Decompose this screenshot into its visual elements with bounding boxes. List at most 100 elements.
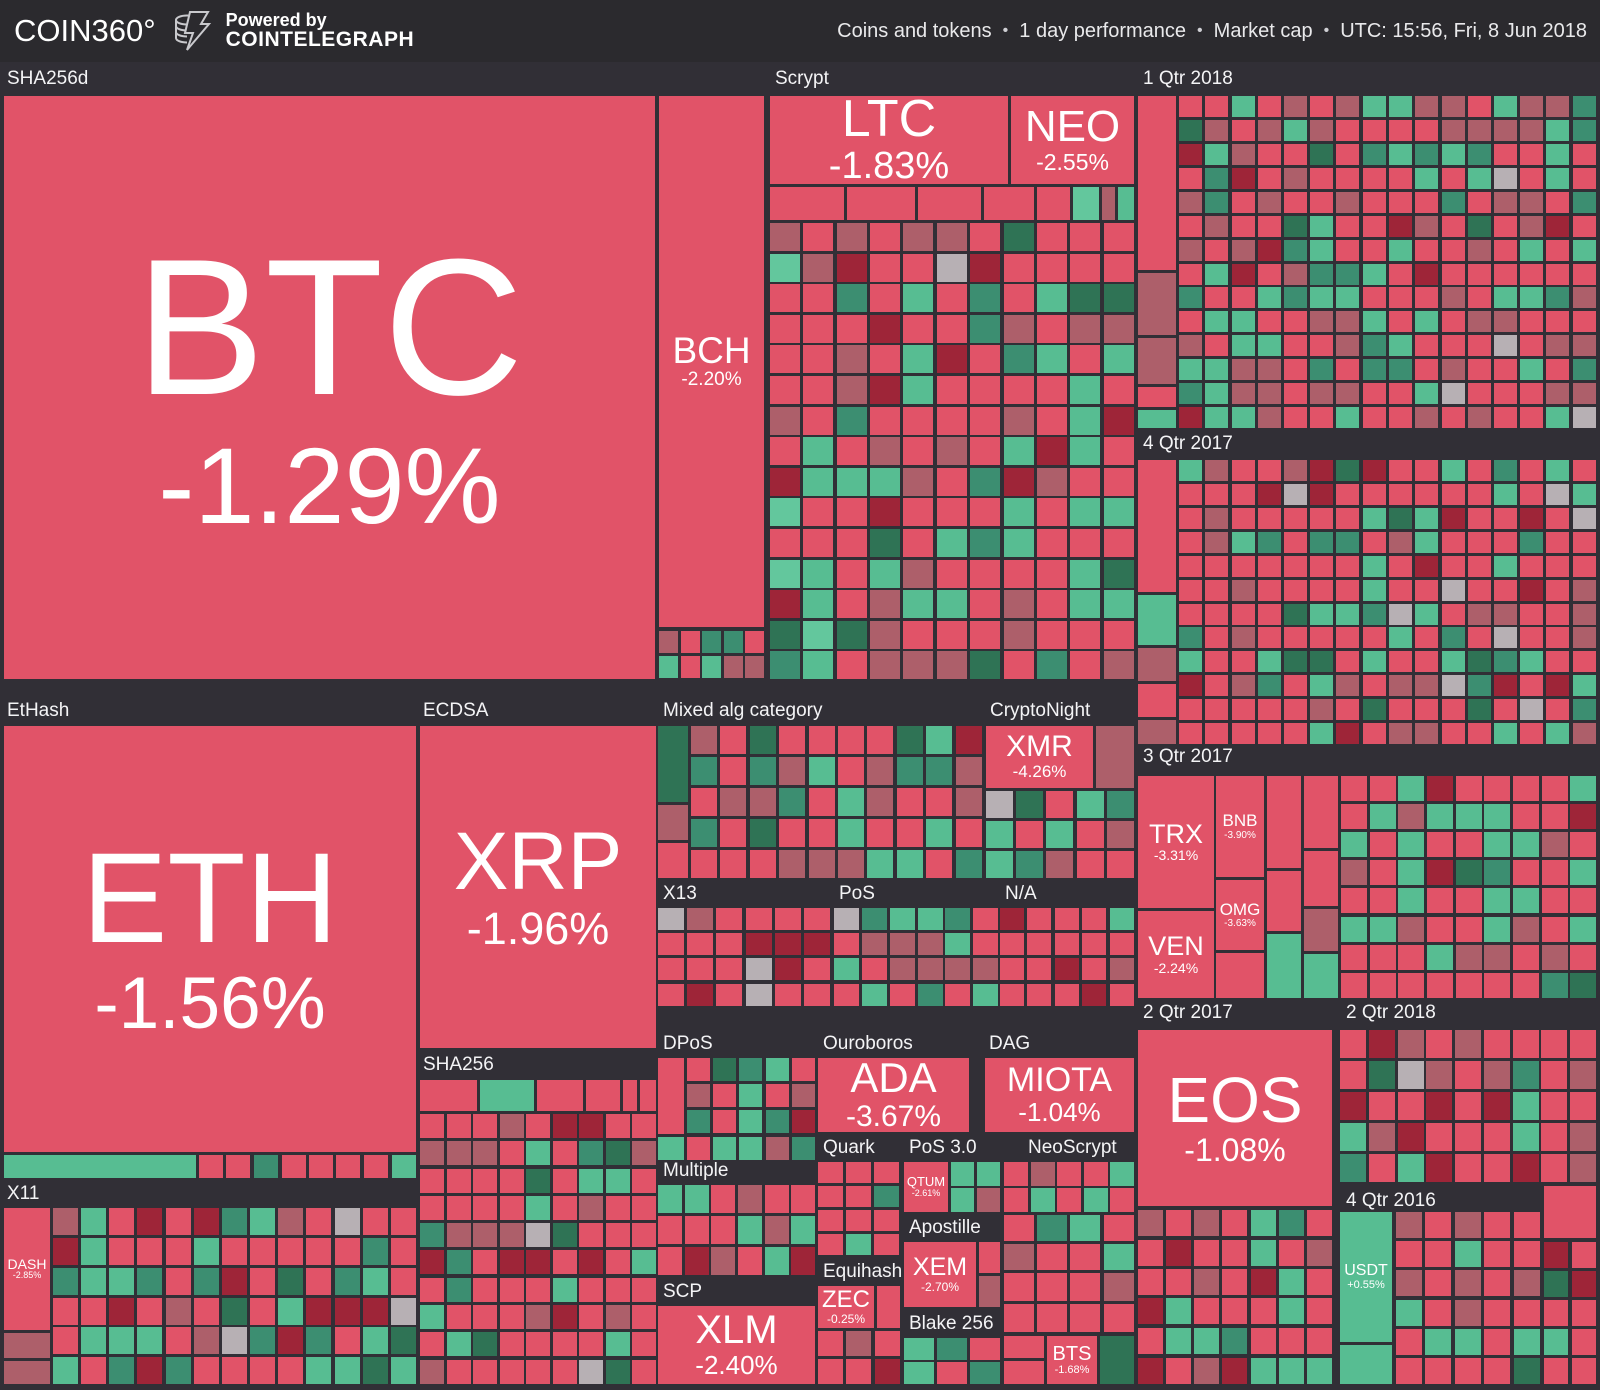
treemap-cell[interactable] <box>1442 383 1465 404</box>
treemap-cell[interactable] <box>1363 287 1386 308</box>
treemap-cell[interactable] <box>1232 460 1255 481</box>
treemap-cell[interactable] <box>1468 96 1491 117</box>
treemap-cell[interactable] <box>970 437 1000 465</box>
treemap-cell[interactable] <box>1573 723 1596 744</box>
treemap-cell[interactable] <box>1456 888 1482 913</box>
treemap-cell[interactable] <box>1415 96 1438 117</box>
treemap-cell[interactable] <box>447 1196 471 1220</box>
treemap-cell[interactable] <box>903 621 933 649</box>
treemap-cell[interactable] <box>1415 484 1438 505</box>
treemap-cell[interactable] <box>1037 376 1067 404</box>
treemap-cell[interactable] <box>606 1360 630 1384</box>
coin-cell-miota[interactable]: MIOTA -1.04% <box>985 1058 1134 1132</box>
treemap-cell[interactable] <box>770 437 800 465</box>
treemap-cell[interactable] <box>659 656 678 678</box>
treemap-cell[interactable] <box>870 621 900 649</box>
treemap-cell[interactable] <box>986 851 1013 878</box>
treemap-cell[interactable] <box>903 407 933 435</box>
treemap-cell[interactable] <box>1494 96 1517 117</box>
treemap-cell[interactable] <box>1363 484 1386 505</box>
treemap-cell[interactable] <box>1425 1329 1451 1355</box>
treemap-cell[interactable] <box>658 1137 684 1160</box>
treemap-cell[interactable] <box>1194 1328 1219 1354</box>
treemap-cell[interactable] <box>1363 407 1386 428</box>
treemap-cell[interactable] <box>137 1268 162 1295</box>
treemap-cell[interactable] <box>640 1080 656 1111</box>
treemap-cell[interactable] <box>1258 168 1281 189</box>
treemap-cell[interactable] <box>875 1359 900 1384</box>
treemap-cell[interactable] <box>1232 627 1255 648</box>
treemap-cell[interactable] <box>1415 407 1438 428</box>
treemap-cell[interactable] <box>937 560 967 588</box>
treemap-cell[interactable] <box>1468 651 1491 672</box>
treemap-cell[interactable] <box>1284 556 1307 577</box>
treemap-cell[interactable] <box>1310 675 1333 696</box>
treemap-cell[interactable] <box>1336 192 1359 213</box>
treemap-cell[interactable] <box>870 315 900 343</box>
treemap-cell[interactable] <box>687 1058 710 1081</box>
treemap-cell[interactable] <box>1468 168 1491 189</box>
treemap-cell[interactable] <box>1037 529 1067 557</box>
treemap-cell[interactable] <box>282 1155 306 1178</box>
treemap-cell[interactable] <box>1004 529 1034 557</box>
treemap-cell[interactable] <box>1520 240 1543 261</box>
treemap-cell[interactable] <box>803 529 833 557</box>
treemap-cell[interactable] <box>1027 958 1051 980</box>
treemap-cell[interactable] <box>1396 1241 1422 1267</box>
treemap-cell[interactable] <box>1520 168 1543 189</box>
treemap-cell[interactable] <box>1520 460 1543 481</box>
treemap-cell[interactable] <box>658 1247 682 1275</box>
treemap-cell[interactable] <box>1104 407 1134 435</box>
treemap-cell[interactable] <box>1104 1215 1134 1241</box>
treemap-cell[interactable] <box>1415 723 1438 744</box>
treemap-cell[interactable] <box>1427 917 1453 942</box>
coin-cell-bts[interactable]: BTS -1.68% <box>1047 1336 1097 1384</box>
treemap-cell[interactable] <box>937 376 967 404</box>
treemap-cell[interactable] <box>1398 1154 1424 1182</box>
treemap-cell[interactable] <box>1369 1030 1395 1058</box>
treemap-cell[interactable] <box>1455 1154 1481 1182</box>
filter-market-cap[interactable]: Market cap <box>1213 19 1313 42</box>
treemap-cell[interactable] <box>1004 407 1034 435</box>
treemap-cell[interactable] <box>1336 359 1359 380</box>
treemap-cell[interactable] <box>720 726 746 754</box>
treemap-cell[interactable] <box>937 529 967 557</box>
treemap-cell[interactable] <box>1484 917 1510 942</box>
treemap-cell[interactable] <box>335 1268 360 1295</box>
treemap-cell[interactable] <box>1310 723 1333 744</box>
treemap-cell[interactable] <box>1455 1358 1481 1384</box>
treemap-cell[interactable] <box>1363 96 1386 117</box>
treemap-cell[interactable] <box>970 407 1000 435</box>
treemap-cell[interactable] <box>1284 508 1307 529</box>
treemap-cell[interactable] <box>945 958 970 980</box>
treemap-cell[interactable] <box>926 788 952 816</box>
treemap-cell[interactable] <box>473 1332 497 1356</box>
treemap-cell[interactable] <box>870 498 900 526</box>
treemap-cell[interactable] <box>1573 359 1596 380</box>
treemap-cell[interactable] <box>745 656 764 678</box>
treemap-cell[interactable] <box>1004 468 1034 496</box>
treemap-cell[interactable] <box>779 726 805 754</box>
treemap-cell[interactable] <box>1341 804 1367 829</box>
treemap-cell[interactable] <box>937 315 967 343</box>
treemap-cell[interactable] <box>420 1141 444 1165</box>
treemap-cell[interactable] <box>1455 1123 1481 1151</box>
treemap-cell[interactable] <box>1542 860 1568 885</box>
treemap-cell[interactable] <box>500 1114 524 1138</box>
treemap-cell[interactable] <box>553 1278 577 1302</box>
treemap-cell[interactable] <box>918 958 943 980</box>
treemap-cell[interactable] <box>363 1357 388 1384</box>
treemap-cell[interactable] <box>1004 254 1034 282</box>
treemap-cell[interactable] <box>420 1196 444 1220</box>
treemap-cell[interactable] <box>867 726 893 754</box>
treemap-cell[interactable] <box>1544 1271 1568 1297</box>
coin-cell-xlm[interactable]: XLM -2.40% <box>658 1306 815 1384</box>
treemap-cell[interactable] <box>1179 168 1202 189</box>
treemap-cell[interactable] <box>1037 621 1067 649</box>
treemap-cell[interactable] <box>1442 651 1465 672</box>
treemap-cell[interactable] <box>779 788 805 816</box>
treemap-cell[interactable] <box>1573 627 1596 648</box>
treemap-cell[interactable] <box>1110 933 1134 955</box>
treemap-cell[interactable] <box>1077 791 1104 818</box>
treemap-cell[interactable] <box>579 1223 603 1247</box>
